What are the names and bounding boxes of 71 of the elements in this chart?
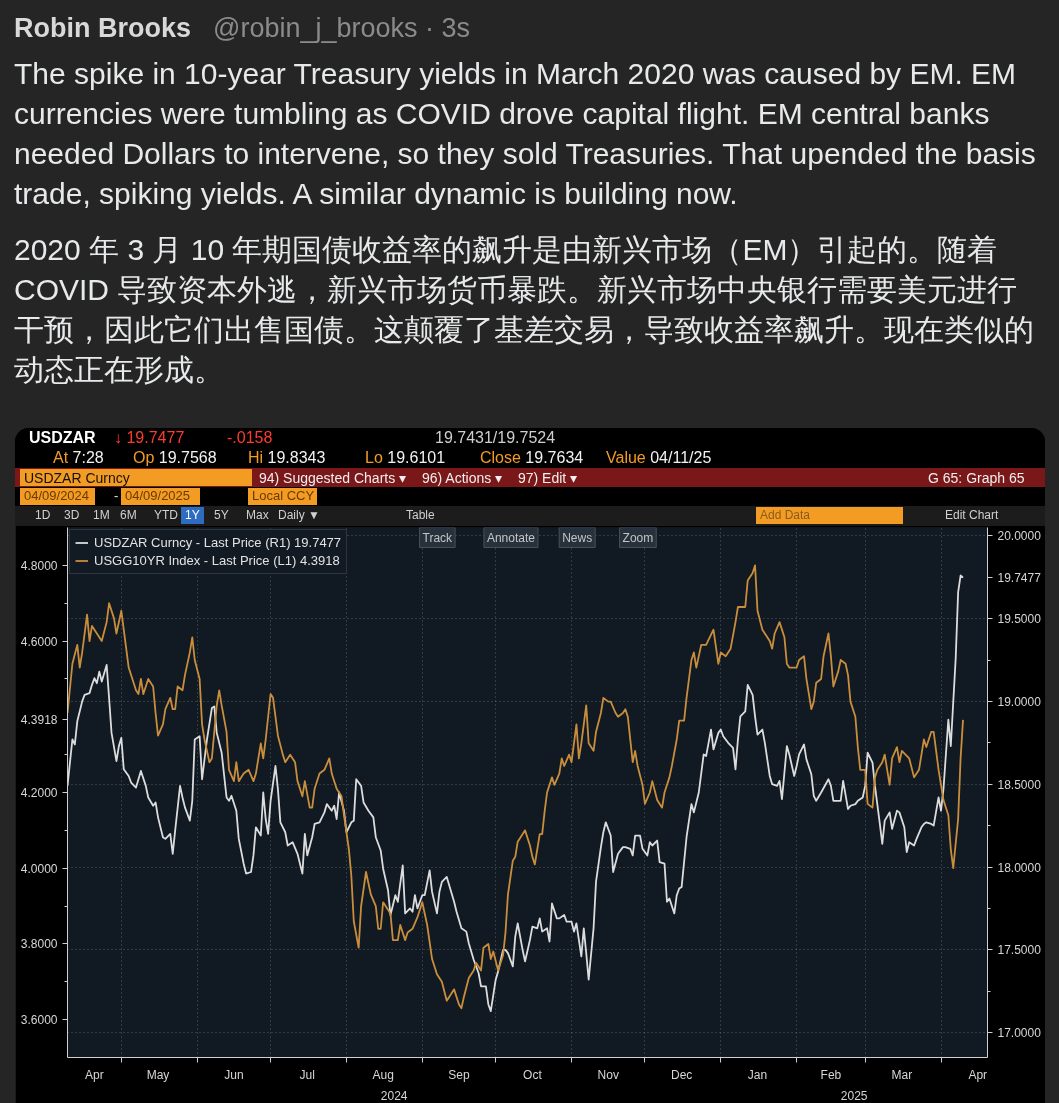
text: At 7:28 [53, 447, 104, 468]
text: Local CCY [248, 488, 317, 505]
annotation: Track [422, 530, 454, 545]
text: 04/09/2024 [20, 488, 95, 505]
annotation: Zoom [622, 530, 654, 545]
text: 2024 [380, 1088, 408, 1103]
y-tick-label: 3.6000 [20, 1013, 58, 1028]
y2-tick-label: 19.5000 [997, 612, 1042, 627]
y-tick-label: 4.3918 [20, 713, 58, 728]
legend-label: USGG10YR Index - Last Price (L1) 4.3918 [94, 553, 340, 568]
text: Robin Brooks [14, 13, 192, 43]
y-tick-label: 4.8000 [20, 558, 58, 573]
x-tick-label: Nov [597, 1067, 619, 1082]
text: Hi 19.8343 [248, 447, 326, 468]
annotation: Annotate [486, 530, 536, 545]
y-tick-label: 4.2000 [20, 786, 58, 800]
text: Op 19.7568 [133, 447, 217, 468]
x-tick-label: Apr [968, 1067, 988, 1082]
text: Table [406, 507, 435, 524]
text: Close 19.7634 [480, 447, 584, 468]
annotation: News [562, 530, 593, 545]
text: Max [246, 507, 269, 524]
text: 97) Edit ▾ [518, 469, 578, 486]
text: -.0158 [227, 428, 273, 447]
x-tick-label: Dec [670, 1067, 693, 1082]
y2-tick-label: 18.5000 [997, 777, 1042, 792]
text: 6M [120, 507, 137, 524]
text: - [114, 488, 119, 505]
y-tick-label: 4.6000 [20, 634, 58, 649]
text: 2025 [840, 1088, 868, 1103]
text: 5Y [214, 507, 229, 524]
x-tick-label: Apr [85, 1067, 104, 1082]
y2-tick-label: 19.0000 [997, 694, 1042, 709]
x-tick-label: Sep [448, 1067, 470, 1082]
legend-label: USDZAR Curncy - Last Price (R1) 19.7477 [94, 535, 342, 550]
text: YTD [154, 507, 178, 524]
x-tick-label: Jul [299, 1067, 315, 1082]
chart-subtitle: 2020 年 3 月 10 年期国债收益率的飙升是由新兴市场（EM）引起的。随着 COVID 导致资本外逃，新兴市场货币暴跌。新兴市场中央银行需要美元进行干预，因此它们出售国债。这颠覆了基差交易，导致收益率飙升。现在类似的动态正在形成。 [14, 232, 1035, 388]
y2-tick-label: 17.0000 [997, 1026, 1042, 1041]
text: 3D [64, 507, 80, 524]
text: USDZAR Curncy [20, 469, 252, 486]
text: 1M [93, 507, 110, 524]
y2-tick-label: 18.0000 [997, 860, 1042, 875]
x-tick-label: May [146, 1067, 170, 1082]
x-tick-label: Jun [224, 1067, 244, 1082]
text: 04/09/2025 [121, 488, 200, 505]
text: 1D [35, 507, 51, 524]
text: @robin_j_brooks · 3s [213, 13, 471, 43]
text: USDZAR [29, 428, 96, 447]
y-tick-label: 4.0000 [20, 861, 58, 876]
text: 19.7431/19.7524 [435, 428, 556, 447]
y2-tick-label: 19.7477 [997, 571, 1042, 586]
text: Add Data [756, 507, 903, 524]
x-tick-label: Feb [820, 1067, 842, 1082]
y2-tick-label: 20.0000 [997, 529, 1042, 544]
text: 96) Actions ▾ [422, 469, 503, 486]
text: G 65: Graph 65 [928, 469, 1025, 486]
text: 94) Suggested Charts ▾ [259, 469, 407, 486]
x-tick-label: Jan [747, 1067, 768, 1082]
text: Edit Chart [945, 507, 999, 524]
text: Lo 19.6101 [365, 447, 446, 468]
text: 1Y [181, 507, 204, 524]
text: ↓ 19.7477 [114, 428, 185, 447]
y-tick-label: 3.8000 [20, 937, 58, 952]
x-tick-label: Oct [523, 1067, 543, 1082]
text: Value 04/11/25 [606, 447, 712, 468]
text: Daily ▼ [278, 507, 320, 524]
x-tick-label: Mar [891, 1067, 913, 1082]
x-tick-label: Aug [372, 1067, 394, 1082]
chart-title: The spike in 10-year Treasury yields in March 2020 was caused by EM. EM currencies were tumbling as COVID drove capital flight. EM central banks needed Dollars to intervene, so they sold Treasuries. That upended the basis trade, spiking yields. A similar dynamic is building now. [14, 56, 1037, 212]
y2-tick-label: 17.5000 [997, 943, 1042, 958]
